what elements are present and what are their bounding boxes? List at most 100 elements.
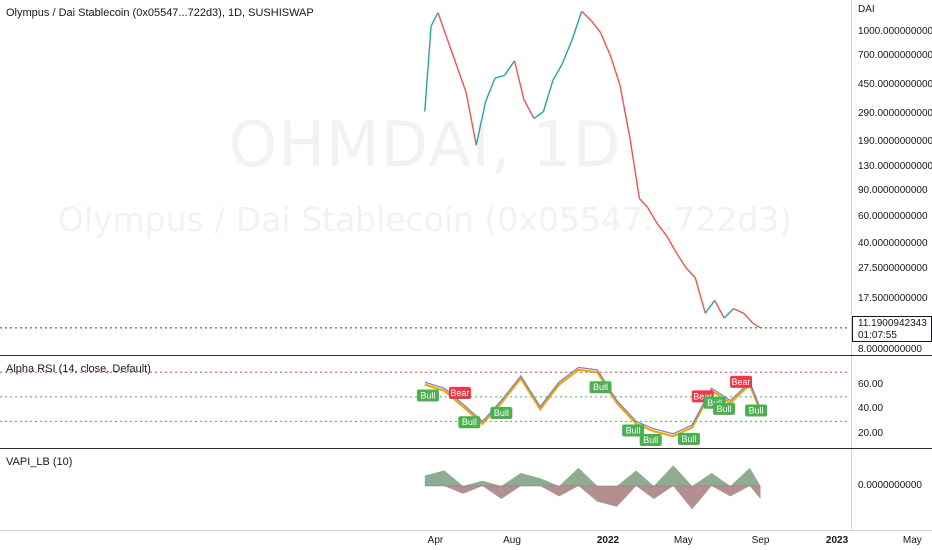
signal-label-box [589, 381, 612, 394]
last-price-value: 11.1900942343 [858, 318, 927, 329]
price-segment [694, 277, 706, 314]
price-segment [485, 77, 496, 102]
signal-label-box [713, 402, 736, 415]
vapi-legend[interactable]: VAPI_LB (10) [6, 456, 73, 468]
vapi-tick-label: 0.0000000000 [858, 480, 922, 491]
pane-separator[interactable] [0, 448, 932, 449]
signal-label-box [730, 375, 753, 388]
price-pane[interactable]: OHMDAI, 1D Olympus / Dai Stablecoin (0x0… [0, 0, 932, 355]
bull-signal-label: Bull [458, 416, 481, 429]
vapi-plot-area[interactable]: VAPI_LB (10) [0, 449, 850, 529]
time-tick-label: May [673, 535, 693, 546]
price-segment [494, 74, 505, 79]
price-segment [638, 198, 649, 208]
price-segment [430, 12, 439, 27]
price-segment [533, 111, 544, 120]
time-tick-label: 2022 [596, 535, 620, 546]
price-tick-label: 1000.0000000000 [858, 26, 932, 38]
pane-separator[interactable] [0, 355, 932, 356]
time-tick-label: Sep [751, 535, 770, 546]
signal-label-box [490, 407, 513, 419]
price-segment [656, 222, 668, 237]
price-tick-label: 27.5000000000 [858, 262, 928, 274]
bear-signal-label: Bear [730, 375, 753, 388]
signal-label-text: Bear [450, 388, 469, 398]
signal-label-box [458, 416, 481, 429]
price-tick-label: 60.0000000000 [858, 211, 928, 223]
price-tick-label: 190.0000000000 [858, 135, 932, 147]
price-plot-area[interactable]: OHMDAI, 1D Olympus / Dai Stablecoin (0x0… [0, 0, 850, 355]
price-tick-label: 8.0000000000 [858, 344, 922, 355]
price-segment [743, 312, 754, 324]
signal-label-text: Bear [732, 377, 751, 387]
price-segment [446, 39, 458, 67]
price-segment [629, 138, 641, 199]
bull-signal-label: Bull [622, 424, 645, 437]
signal-label-box [622, 424, 645, 437]
signal-label-box [745, 404, 768, 417]
price-tick-label: 130.0000000000 [858, 160, 932, 172]
signal-label-box [677, 433, 700, 446]
bull-signal-label: Bull [589, 381, 612, 394]
signal-label-box [639, 433, 662, 446]
price-tick-label: 17.5000000000 [858, 292, 928, 304]
bull-signal-label: Bull [490, 407, 513, 419]
price-tick-label: 450.0000000000 [858, 78, 932, 90]
signal-label-text: Bull [593, 382, 608, 392]
bear-signal-label: Bear [448, 387, 471, 400]
price-segment [646, 206, 658, 224]
price-segment [424, 26, 432, 112]
signal-label-box [448, 387, 471, 400]
price-segment [752, 322, 761, 329]
time-tick-label: May [902, 535, 922, 546]
price-segment [723, 308, 735, 319]
price-segment [666, 236, 678, 254]
vapi-chart[interactable] [0, 449, 850, 529]
price-axis-unit: DAI [858, 4, 875, 15]
price-segment [571, 11, 583, 40]
signal-label-text: Bull [749, 405, 764, 415]
price-chart[interactable] [0, 0, 850, 355]
price-segment [542, 80, 554, 112]
price-tick-label: 700.0000000000 [858, 49, 932, 61]
rsi-axis[interactable]: 60.00 40.00 20.00 [851, 356, 932, 448]
price-tick-label: 40.0000000000 [858, 238, 928, 250]
price-segment [437, 12, 449, 40]
price-segment [465, 92, 477, 146]
price-segment [733, 308, 744, 314]
symbol-title[interactable]: Olympus / Dai Stablecoin (0x05547...722d… [6, 7, 314, 19]
signal-label-text: Bull [643, 435, 658, 445]
vapi-axis[interactable]: 0.0000000000 [851, 449, 932, 529]
price-segment [619, 84, 631, 139]
vapi-negative-area [424, 486, 761, 510]
price-segment [704, 300, 716, 314]
rsi-plot-area[interactable]: Bull Bull Bear Bull Bull Bull Bull Bull Bear Bull… [0, 356, 850, 448]
bull-signal-label: Bull [745, 404, 768, 417]
price-segment [503, 60, 516, 76]
time-axis[interactable]: Apr Aug 2022 May Sep 2023 May [0, 530, 932, 550]
rsi-pane[interactable]: Bull Bull Bear Bull Bull Bull Bull Bull Bear Bull… [0, 356, 932, 448]
last-price-tag: 11.1900942343 01:07:55 [852, 316, 932, 342]
price-axis[interactable]: DAI 1000.0000000000 700.0000000000 450.000… [851, 0, 932, 355]
signal-label-text: Bull [420, 391, 435, 401]
price-segment [552, 63, 563, 82]
vapi-positive-area [424, 465, 761, 486]
price-tick-label: 90.0000000000 [858, 184, 928, 196]
signal-label-text: Bull [462, 417, 477, 427]
time-tick-label: Apr [427, 535, 444, 546]
signal-label-text: Bear [693, 391, 712, 401]
signal-label-box [416, 389, 439, 402]
watermark-ticker: OHMDAI, 1D [228, 108, 622, 181]
time-tick-label: Aug [503, 535, 521, 546]
vapi-pane[interactable]: VAPI_LB (10) 0.0000000000 [0, 449, 932, 529]
price-tick-label: 290.0000000000 [858, 107, 932, 119]
watermark-name: Olympus / Dai Stablecoin (0x05547...722d… [57, 200, 793, 239]
price-segment [590, 20, 602, 33]
signal-label-text: Bull [626, 426, 641, 436]
rsi-legend[interactable]: Alpha RSI (14, close, Default) [6, 363, 151, 375]
price-segment [513, 60, 525, 100]
signal-label-text: Bull [717, 404, 732, 414]
rsi-tick-label: 20.00 [858, 427, 884, 439]
bull-signal-label: Bull [713, 402, 736, 415]
